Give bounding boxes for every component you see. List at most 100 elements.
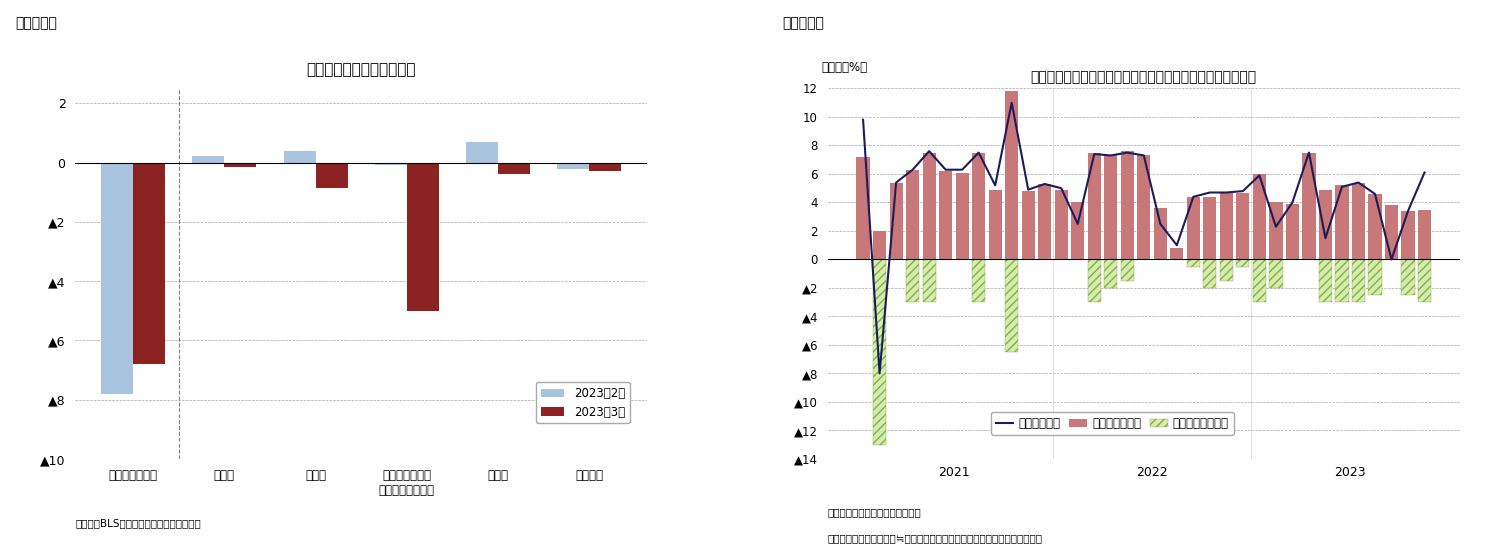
- 週当たり賃金: [1135, 152, 1153, 159]
- Bar: [1335, 185, 1348, 259]
- 週当たり賃金: [1151, 221, 1169, 227]
- Bar: [375, 163, 406, 165]
- Text: （資料）BLSよりニッセイ基礎研究所作成: （資料）BLSよりニッセイ基礎研究所作成: [75, 518, 202, 528]
- Legend: 週当たり賃金, 時間当たり賃金, 週当たり労働時間: 週当たり賃金, 時間当たり賃金, 週当たり労働時間: [990, 412, 1234, 435]
- Bar: [906, 170, 920, 259]
- Bar: [1022, 191, 1035, 259]
- 週当たり賃金: [903, 166, 921, 173]
- Bar: [1171, 248, 1183, 259]
- 週当たり賃金: [1184, 194, 1202, 200]
- Bar: [1252, 259, 1266, 302]
- 週当たり賃金: [1300, 149, 1318, 156]
- Bar: [939, 171, 953, 259]
- Bar: [1202, 197, 1216, 259]
- Bar: [873, 231, 886, 259]
- Bar: [1055, 190, 1069, 259]
- Bar: [1418, 210, 1431, 259]
- 週当たり賃金: [1383, 256, 1401, 263]
- Bar: [1285, 204, 1299, 259]
- 週当たり賃金: [969, 149, 987, 156]
- Bar: [1401, 211, 1415, 259]
- Bar: [1219, 192, 1233, 259]
- Text: 2023: 2023: [1335, 466, 1367, 479]
- 週当たり賃金: [1267, 223, 1285, 230]
- 週当たり賃金: [953, 166, 971, 173]
- Bar: [1269, 259, 1282, 288]
- Bar: [316, 163, 348, 188]
- 週当たり賃金: [1069, 221, 1087, 227]
- Bar: [1219, 259, 1233, 281]
- Text: 2021: 2021: [938, 466, 969, 479]
- 週当たり賃金: [1317, 235, 1335, 242]
- Bar: [1005, 259, 1019, 352]
- 週当たり賃金: [986, 182, 1004, 189]
- Bar: [1335, 259, 1348, 302]
- Bar: [1121, 259, 1133, 281]
- Bar: [1154, 208, 1166, 259]
- Bar: [1202, 259, 1216, 288]
- Bar: [923, 153, 936, 259]
- 週当たり賃金: [1416, 169, 1434, 176]
- Bar: [1368, 259, 1382, 295]
- Bar: [1368, 194, 1382, 259]
- Bar: [101, 163, 132, 394]
- Bar: [498, 163, 530, 174]
- Bar: [1038, 184, 1052, 259]
- Bar: [406, 163, 439, 311]
- Bar: [590, 163, 622, 171]
- 週当たり賃金: [1400, 208, 1418, 215]
- Text: （注）前月比伸び率（年率換算）: （注）前月比伸び率（年率換算）: [828, 507, 921, 517]
- 週当たり賃金: [1102, 152, 1120, 159]
- 週当たり賃金: [1284, 199, 1302, 206]
- Bar: [906, 259, 920, 302]
- 週当たり賃金: [1251, 172, 1269, 179]
- 週当たり賃金: [1234, 188, 1252, 195]
- Bar: [1351, 182, 1365, 259]
- Bar: [1105, 155, 1117, 259]
- 週当たり賃金: [1035, 181, 1053, 187]
- 週当たり賃金: [1168, 242, 1186, 248]
- 週当たり賃金: [870, 370, 888, 377]
- 週当たり賃金: [886, 179, 905, 186]
- Bar: [972, 259, 986, 302]
- Bar: [1401, 259, 1415, 295]
- 週当たり賃金: [1118, 149, 1136, 156]
- Bar: [1418, 259, 1431, 302]
- 週当たり賃金: [1367, 191, 1385, 197]
- Bar: [1236, 259, 1249, 267]
- Bar: [1385, 205, 1398, 259]
- 週当たり賃金: [1002, 100, 1020, 106]
- Text: 週当たり賃金伸び率≒週当たり労働時間伸び率＋時間当たり賃金伸び率: 週当たり賃金伸び率≒週当たり労働時間伸び率＋時間当たり賃金伸び率: [828, 533, 1043, 543]
- Text: （図表４）: （図表４）: [783, 17, 825, 30]
- Line: 週当たり賃金: 週当たり賃金: [862, 103, 1425, 373]
- Bar: [856, 157, 870, 259]
- Bar: [1072, 202, 1085, 259]
- Bar: [923, 259, 936, 302]
- Bar: [467, 143, 498, 163]
- 週当たり賃金: [1201, 189, 1219, 196]
- Bar: [1105, 259, 1117, 288]
- Bar: [889, 182, 903, 259]
- 週当たり賃金: [1333, 184, 1351, 190]
- Bar: [1318, 259, 1332, 302]
- Bar: [1269, 202, 1282, 259]
- Bar: [972, 153, 986, 259]
- Bar: [1005, 91, 1019, 259]
- Bar: [956, 173, 969, 259]
- 週当たり賃金: [1085, 151, 1103, 158]
- 週当たり賃金: [936, 166, 954, 173]
- Bar: [1088, 259, 1100, 302]
- Bar: [1252, 174, 1266, 259]
- Bar: [873, 259, 886, 445]
- 週当たり賃金: [853, 117, 871, 123]
- Title: 民間非農業部門の週当たり賃金伸び率（年率換算、寄与度）: 民間非農業部門の週当たり賃金伸び率（年率換算、寄与度）: [1031, 71, 1257, 85]
- Bar: [989, 190, 1002, 259]
- 週当たり賃金: [920, 148, 938, 154]
- Bar: [193, 156, 224, 163]
- Bar: [224, 163, 256, 167]
- Text: 2022: 2022: [1136, 466, 1168, 479]
- Bar: [1318, 190, 1332, 259]
- Bar: [132, 163, 166, 364]
- 週当たり賃金: [1052, 185, 1070, 191]
- Title: 前月分・前々月分の改定幅: 前月分・前々月分の改定幅: [307, 62, 415, 77]
